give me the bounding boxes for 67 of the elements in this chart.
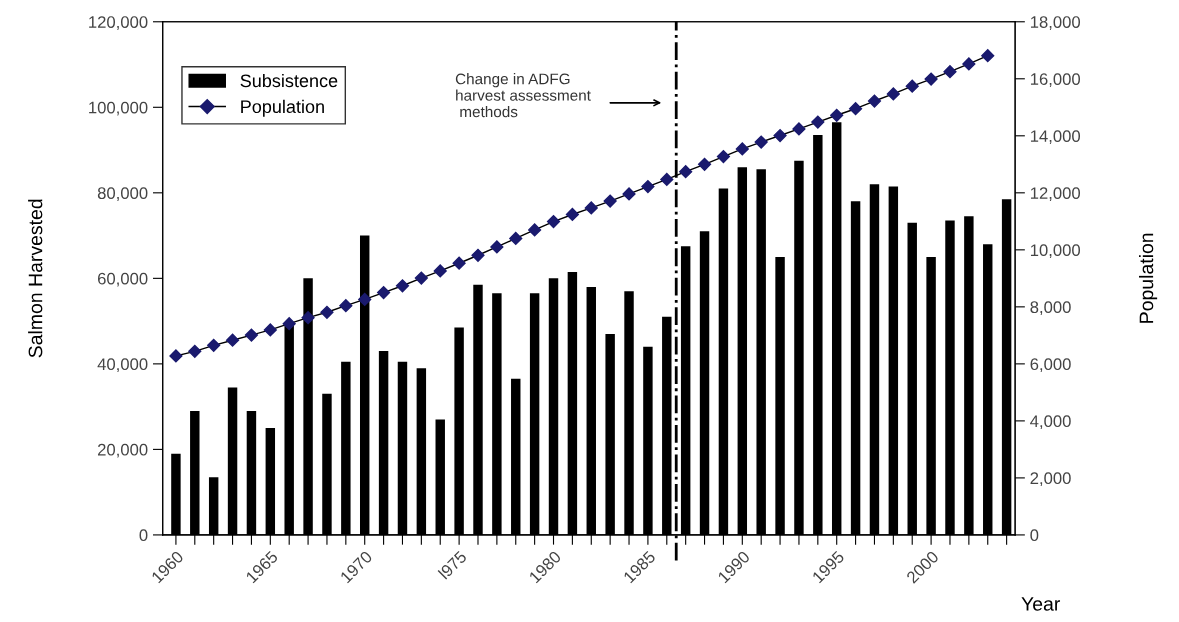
point	[433, 264, 447, 278]
y2-tick-label: 10,000	[1030, 244, 1081, 259]
y-axis-title: Salmon Harvested	[28, 199, 43, 358]
y2-tick-label: 0	[1030, 529, 1039, 542]
point	[301, 311, 315, 325]
point	[282, 317, 296, 331]
y-tick-label: 60,000	[97, 272, 148, 287]
y2-axis-title: Population	[1139, 233, 1158, 323]
point	[754, 135, 768, 149]
point	[207, 338, 221, 352]
point	[716, 150, 731, 164]
y2-tick-label: 2,000	[1030, 472, 1071, 487]
point	[811, 115, 825, 129]
y2-tick-label: 6,000	[1030, 358, 1071, 373]
point	[509, 231, 523, 246]
point	[697, 157, 712, 171]
point	[924, 72, 938, 86]
y-tick-label: 20,000	[97, 443, 148, 458]
legend-label: Population	[241, 99, 324, 117]
point	[471, 248, 485, 262]
point	[867, 94, 882, 108]
point	[905, 79, 919, 93]
point	[528, 223, 542, 237]
point	[320, 305, 334, 319]
point	[358, 292, 372, 307]
x-axis-title: Year	[1021, 597, 1061, 611]
point	[792, 122, 806, 136]
y-tick-label: 0	[139, 529, 148, 542]
point	[546, 215, 561, 229]
point	[414, 271, 428, 285]
point	[981, 49, 995, 63]
point	[735, 142, 749, 156]
y-tick-label: 40,000	[97, 358, 148, 373]
y2-tick-label: 14,000	[1030, 130, 1081, 144]
point	[830, 108, 844, 122]
y2-tick-label: 8,000	[1030, 301, 1071, 316]
y2-tick-label: 12,000	[1030, 187, 1081, 201]
point	[565, 207, 579, 222]
point	[679, 165, 693, 179]
point	[339, 299, 353, 313]
point	[848, 102, 863, 116]
point	[169, 349, 183, 363]
point	[641, 179, 655, 194]
point	[225, 333, 240, 347]
point	[943, 65, 957, 79]
point	[962, 57, 976, 71]
annotation: Change in ADFG harvest assessment methods	[455, 73, 591, 118]
y2-tick-label: 16,000	[1030, 73, 1081, 87]
point	[188, 344, 202, 358]
y-tick-label: 80,000	[97, 187, 148, 201]
point	[622, 187, 636, 201]
point	[263, 323, 277, 337]
point	[377, 286, 391, 300]
point	[244, 328, 259, 342]
point	[584, 201, 598, 215]
point	[603, 194, 617, 208]
point	[886, 87, 900, 101]
point	[773, 128, 787, 143]
y-tick-label: 100,000	[89, 101, 148, 116]
y-tick-label: 120,000	[89, 16, 148, 30]
y2-tick-label: 18,000	[1030, 16, 1081, 30]
point	[452, 256, 466, 270]
point	[395, 279, 410, 293]
point	[490, 240, 504, 254]
point	[660, 172, 674, 187]
legend-label: Subsistence	[240, 73, 338, 88]
y2-tick-label: 4,000	[1030, 415, 1071, 430]
